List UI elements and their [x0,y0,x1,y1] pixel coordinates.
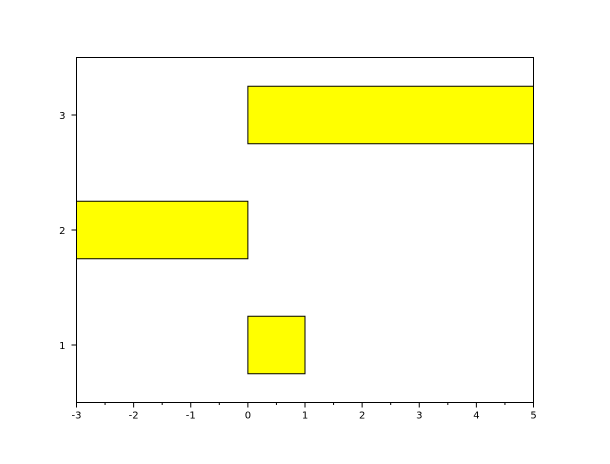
bar-2 [76,200,249,260]
x-tick-label: 2 [359,411,365,422]
x-tick-label: 4 [473,411,479,422]
bar-3 [247,85,534,145]
y-tick-label: 1 [59,341,65,352]
x-tick-label: -3 [72,411,82,422]
x-tick-label: -2 [129,411,139,422]
x-tick-label: 3 [416,411,422,422]
x-tick-label: -1 [186,411,196,422]
y-tick-label: 2 [59,226,65,237]
x-tick-label: 0 [245,411,251,422]
x-tick-label: 5 [530,411,536,422]
y-tick-label: 3 [59,111,65,122]
x-tick-label: 1 [302,411,308,422]
bar-1 [247,315,306,375]
